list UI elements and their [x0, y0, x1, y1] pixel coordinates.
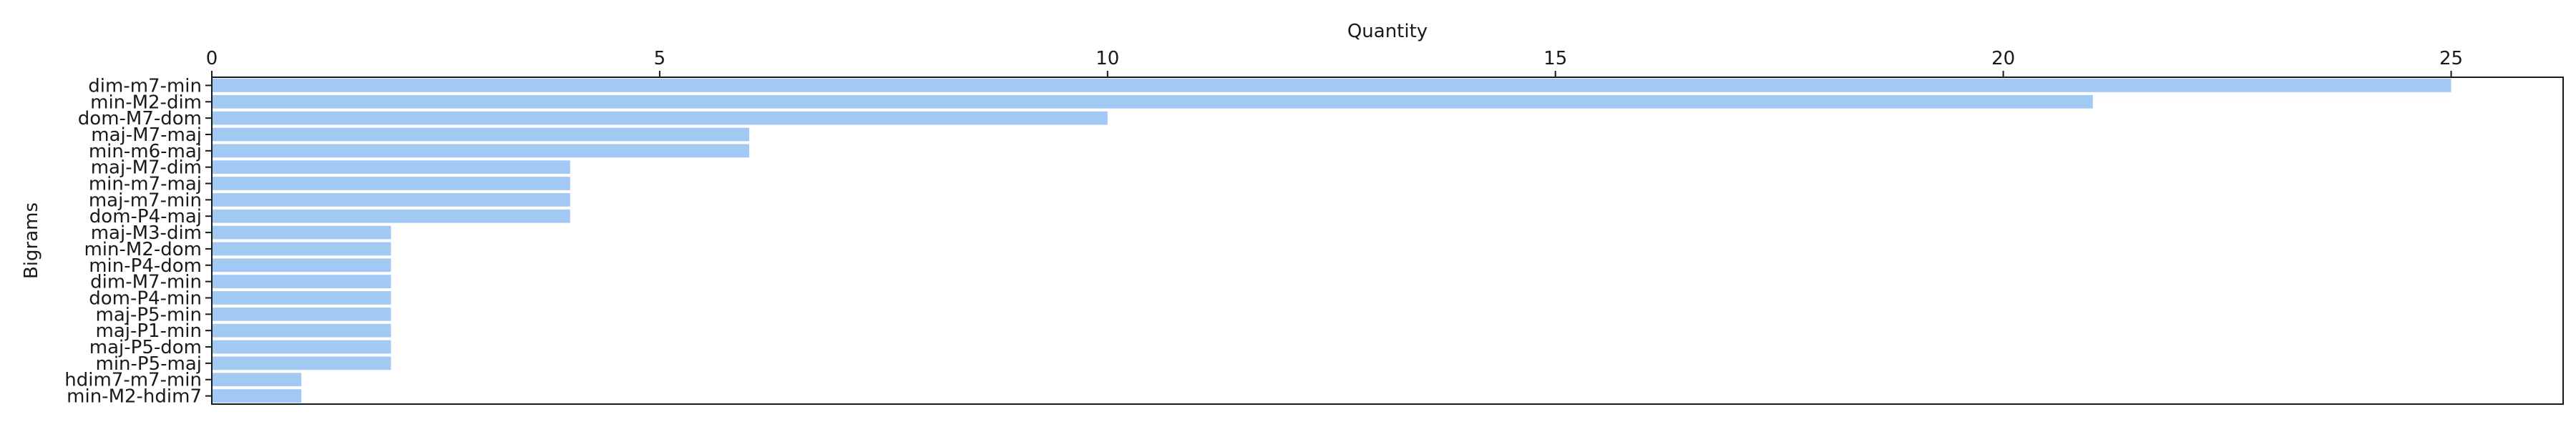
y-tick-label: dom-P4-min [89, 288, 202, 309]
y-tick-label: dim-m7-min [88, 75, 202, 97]
y-tick-label: maj-P1-min [96, 320, 203, 342]
x-axis-label: Quantity [1347, 21, 1428, 42]
bar-maj-M7-maj [212, 127, 750, 142]
y-tick-label: min-M2-dim [90, 92, 202, 113]
x-tick-label: 25 [2439, 48, 2463, 69]
y-axis-label: Bigrams [21, 202, 42, 279]
y-tick-label: dom-P4-maj [89, 206, 202, 227]
bar-maj-m7-min [212, 193, 570, 207]
y-tick-label: maj-P5-min [96, 304, 203, 325]
y-tick-label: maj-M7-maj [91, 124, 202, 146]
bar-dim-m7-min [212, 79, 2451, 92]
y-tick-label: maj-M3-dim [91, 222, 202, 244]
x-axis-ticks: 0 5 10 15 20 25 [206, 48, 2463, 77]
bar-maj-M3-dim [212, 225, 391, 240]
bar-min-m7-maj [212, 177, 570, 190]
bar-maj-P5-min [212, 307, 391, 321]
bars-layer [212, 79, 2451, 403]
bar-maj-P1-min [212, 323, 391, 338]
y-tick-label: dim-M7-min [90, 272, 202, 293]
y-tick-label: dom-M7-dom [78, 108, 202, 129]
y-tick-label: min-M2-hdim7 [67, 386, 202, 408]
y-tick-label: min-m7-maj [89, 174, 202, 195]
bar-maj-M7-dim [212, 160, 570, 175]
y-tick-label: min-M2-dom [84, 239, 202, 260]
x-tick-label: 0 [206, 48, 218, 69]
y-tick-label: min-m6-maj [89, 141, 202, 162]
bar-min-M2-dim [212, 94, 2093, 109]
y-tick-label: maj-M7-dim [91, 157, 202, 179]
y-axis-ticks: dim-m7-minmin-M2-dimdom-M7-dommaj-M7-maj… [64, 75, 212, 408]
bar-hdim7-m7-min [212, 373, 302, 387]
y-tick-label: maj-P5-dom [89, 337, 202, 358]
bar-dim-M7-min [212, 275, 391, 288]
bar-min-P4-dom [212, 258, 391, 273]
y-tick-label: min-P5-maj [96, 353, 203, 375]
bar-min-P5-maj [212, 356, 391, 370]
x-tick-label: 20 [1991, 48, 2015, 69]
y-tick-label: hdim7-m7-min [64, 370, 202, 391]
bar-dom-P4-maj [212, 209, 570, 223]
x-tick-label: 15 [1543, 48, 1567, 69]
x-tick-label: 10 [1096, 48, 1119, 69]
plot-frame [211, 77, 2564, 405]
bar-min-m6-maj [212, 144, 750, 158]
y-tick-label: min-P4-dom [89, 255, 202, 277]
bar-maj-P5-dom [212, 340, 391, 354]
bar-min-M2-hdim7 [212, 389, 302, 403]
bar-dom-M7-dom [212, 111, 1108, 125]
bar-min-M2-dom [212, 242, 391, 256]
bar-dom-P4-min [212, 291, 391, 305]
x-tick-label: 5 [654, 48, 666, 69]
y-tick-label: maj-m7-min [89, 190, 202, 211]
